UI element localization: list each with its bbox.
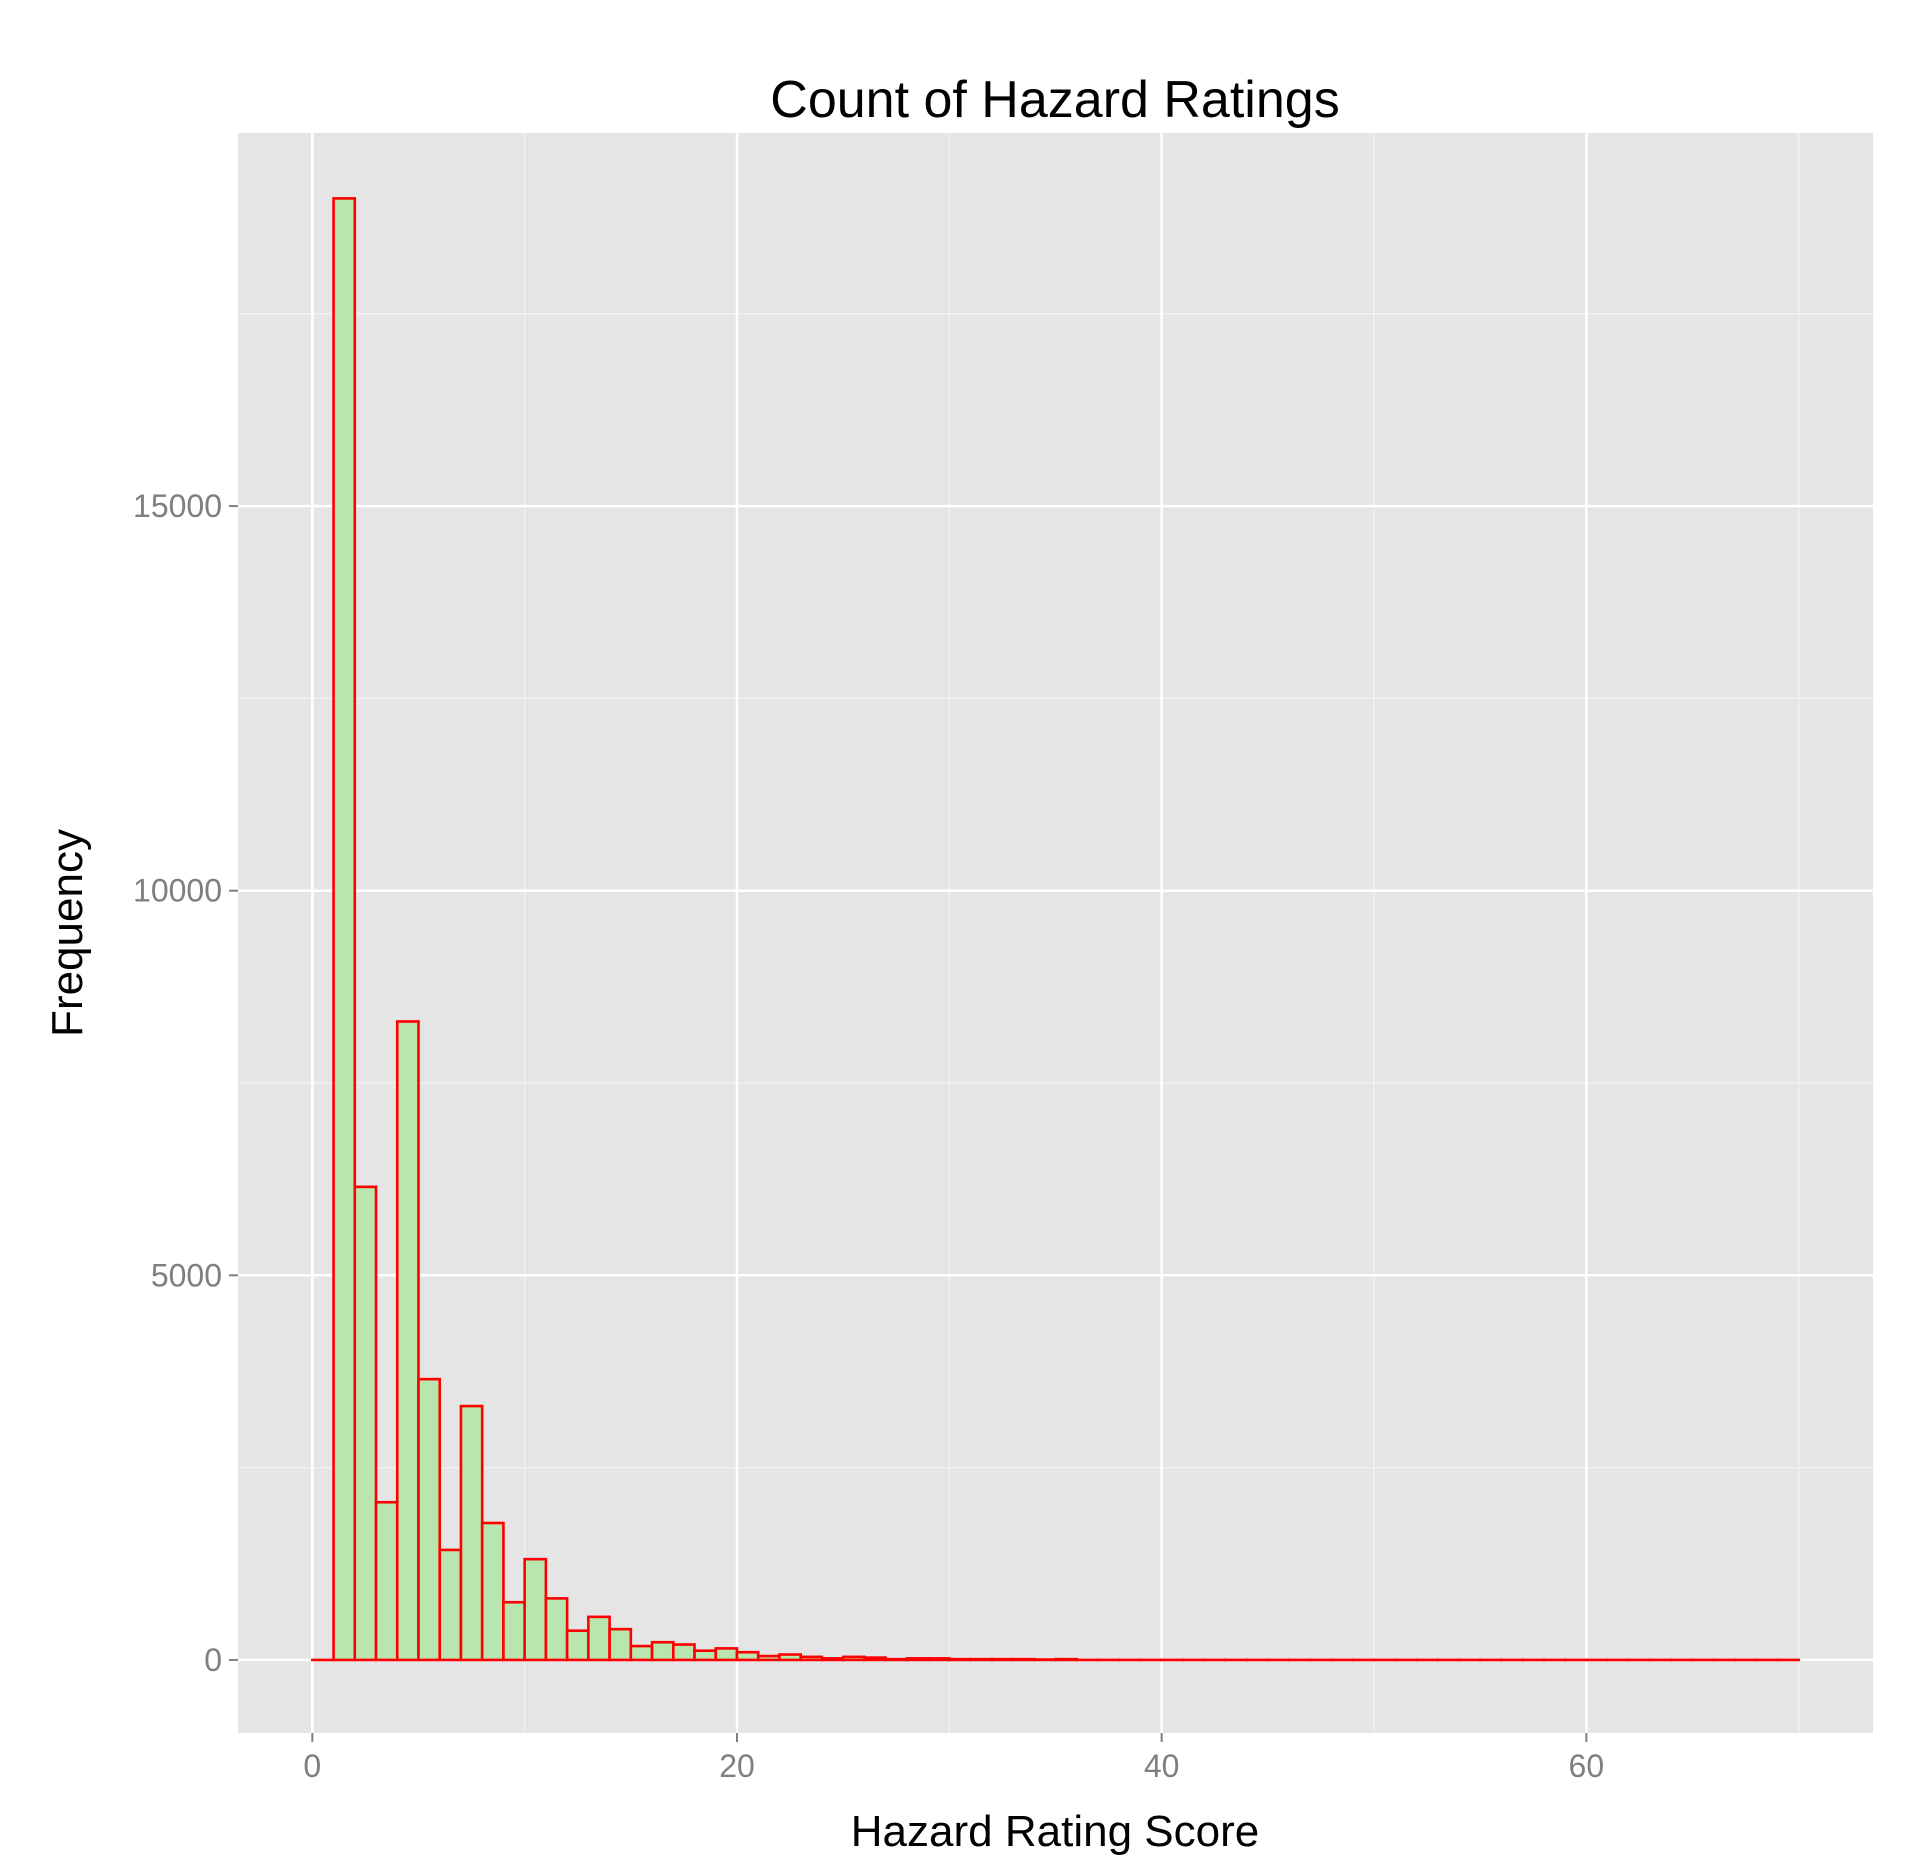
histogram-bar [735,1650,760,1662]
x-tick-label: 0 [303,1748,321,1784]
histogram-bar [841,1655,866,1662]
major-grid [238,133,1873,1733]
histogram-bar [459,1404,484,1662]
chart-title: Count of Hazard Ratings [770,71,1339,129]
histogram-bar [799,1655,824,1662]
histogram-bar [374,1500,399,1662]
minor-grid [238,133,1873,1733]
histogram-bar [544,1597,569,1662]
histogram-bar [565,1629,590,1662]
histogram-bar [671,1643,696,1662]
histogram-bar [395,1020,420,1662]
x-tick-label: 60 [1569,1748,1605,1784]
y-tick-label: 0 [204,1642,222,1678]
histogram-bar [332,197,357,1662]
histogram-bar [714,1647,739,1662]
histogram-bar [608,1627,633,1662]
y-tick-label: 10000 [133,873,222,909]
histogram-bar [480,1521,505,1662]
plot-panel [238,133,1873,1733]
y-tick-label: 5000 [151,1257,222,1293]
histogram-bar [820,1657,845,1662]
histogram-bar [438,1548,463,1662]
histogram-bar [1011,1657,1036,1662]
histogram-bar [587,1615,611,1662]
histogram-bar [778,1653,802,1662]
x-tick-label: 40 [1144,1748,1180,1784]
histogram-bar [884,1657,909,1662]
histogram-bar [969,1657,994,1662]
histogram-bar [990,1657,1015,1662]
x-axis-title: Hazard Rating Score [851,1807,1259,1856]
y-axis-title: Frequency [43,829,92,1037]
histogram-bar [756,1654,781,1662]
y-tick-label: 15000 [133,488,222,524]
histogram-bar [863,1656,887,1662]
histogram-bar [905,1657,930,1662]
histogram-bar [353,1185,378,1662]
histogram-bar [693,1649,718,1662]
x-tick-label: 20 [719,1748,755,1784]
y-axis-ticks: 0 5000 10000 15000 [133,488,238,1678]
bars [311,197,1800,1662]
histogram-bar [523,1557,548,1662]
histogram-bar [1054,1657,1079,1662]
histogram-bar [926,1657,951,1662]
x-axis-ticks: 0 20 40 60 [303,1733,1604,1784]
histogram-bar [502,1600,526,1662]
histogram-bar [948,1657,972,1662]
histogram-bar [629,1644,654,1662]
histogram-bar [650,1640,675,1662]
histogram-bar [417,1377,442,1662]
